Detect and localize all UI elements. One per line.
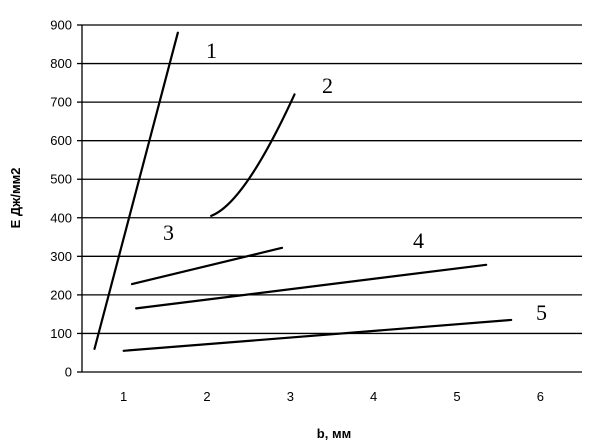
series-label-3: 3 xyxy=(163,220,174,245)
x-tick-2: 2 xyxy=(203,389,210,404)
y-tick-300: 300 xyxy=(50,249,72,264)
gridlines xyxy=(82,24,582,335)
series-line-4 xyxy=(135,263,488,310)
y-tick-100: 100 xyxy=(50,326,72,341)
y-tick-700: 700 xyxy=(50,95,72,110)
y-tick-0: 0 xyxy=(65,365,72,380)
y-tick-500: 500 xyxy=(50,172,72,187)
series-lines xyxy=(93,31,513,352)
series-line-1 xyxy=(93,31,179,350)
x-tick-5: 5 xyxy=(453,389,460,404)
y-tick-600: 600 xyxy=(50,133,72,148)
series-line-2 xyxy=(210,93,296,217)
series-label-1: 1 xyxy=(206,38,217,63)
series-label-4: 4 xyxy=(413,228,424,253)
y-tick-400: 400 xyxy=(50,210,72,225)
y-tick-900: 900 xyxy=(50,18,72,33)
x-tick-4: 4 xyxy=(370,389,377,404)
series-label-5: 5 xyxy=(536,300,547,325)
series-line-5 xyxy=(122,318,513,352)
x-tick-1: 1 xyxy=(120,389,127,404)
x-tick-labels: 1 2 3 4 5 6 xyxy=(120,389,544,404)
y-tick-200: 200 xyxy=(50,287,72,302)
series-line-3 xyxy=(130,246,284,286)
series-labels: 1 2 3 4 5 xyxy=(163,38,547,325)
series-label-2: 2 xyxy=(322,73,333,98)
y-tick-800: 800 xyxy=(50,56,72,71)
y-axis-title: E Дж/мм2 xyxy=(8,168,23,229)
x-tick-6: 6 xyxy=(537,389,544,404)
x-tick-3: 3 xyxy=(287,389,294,404)
x-axis-title: b, мм xyxy=(317,426,351,441)
y-tick-labels: 0 100 200 300 400 500 600 700 800 900 xyxy=(50,18,72,380)
axes xyxy=(77,24,582,373)
